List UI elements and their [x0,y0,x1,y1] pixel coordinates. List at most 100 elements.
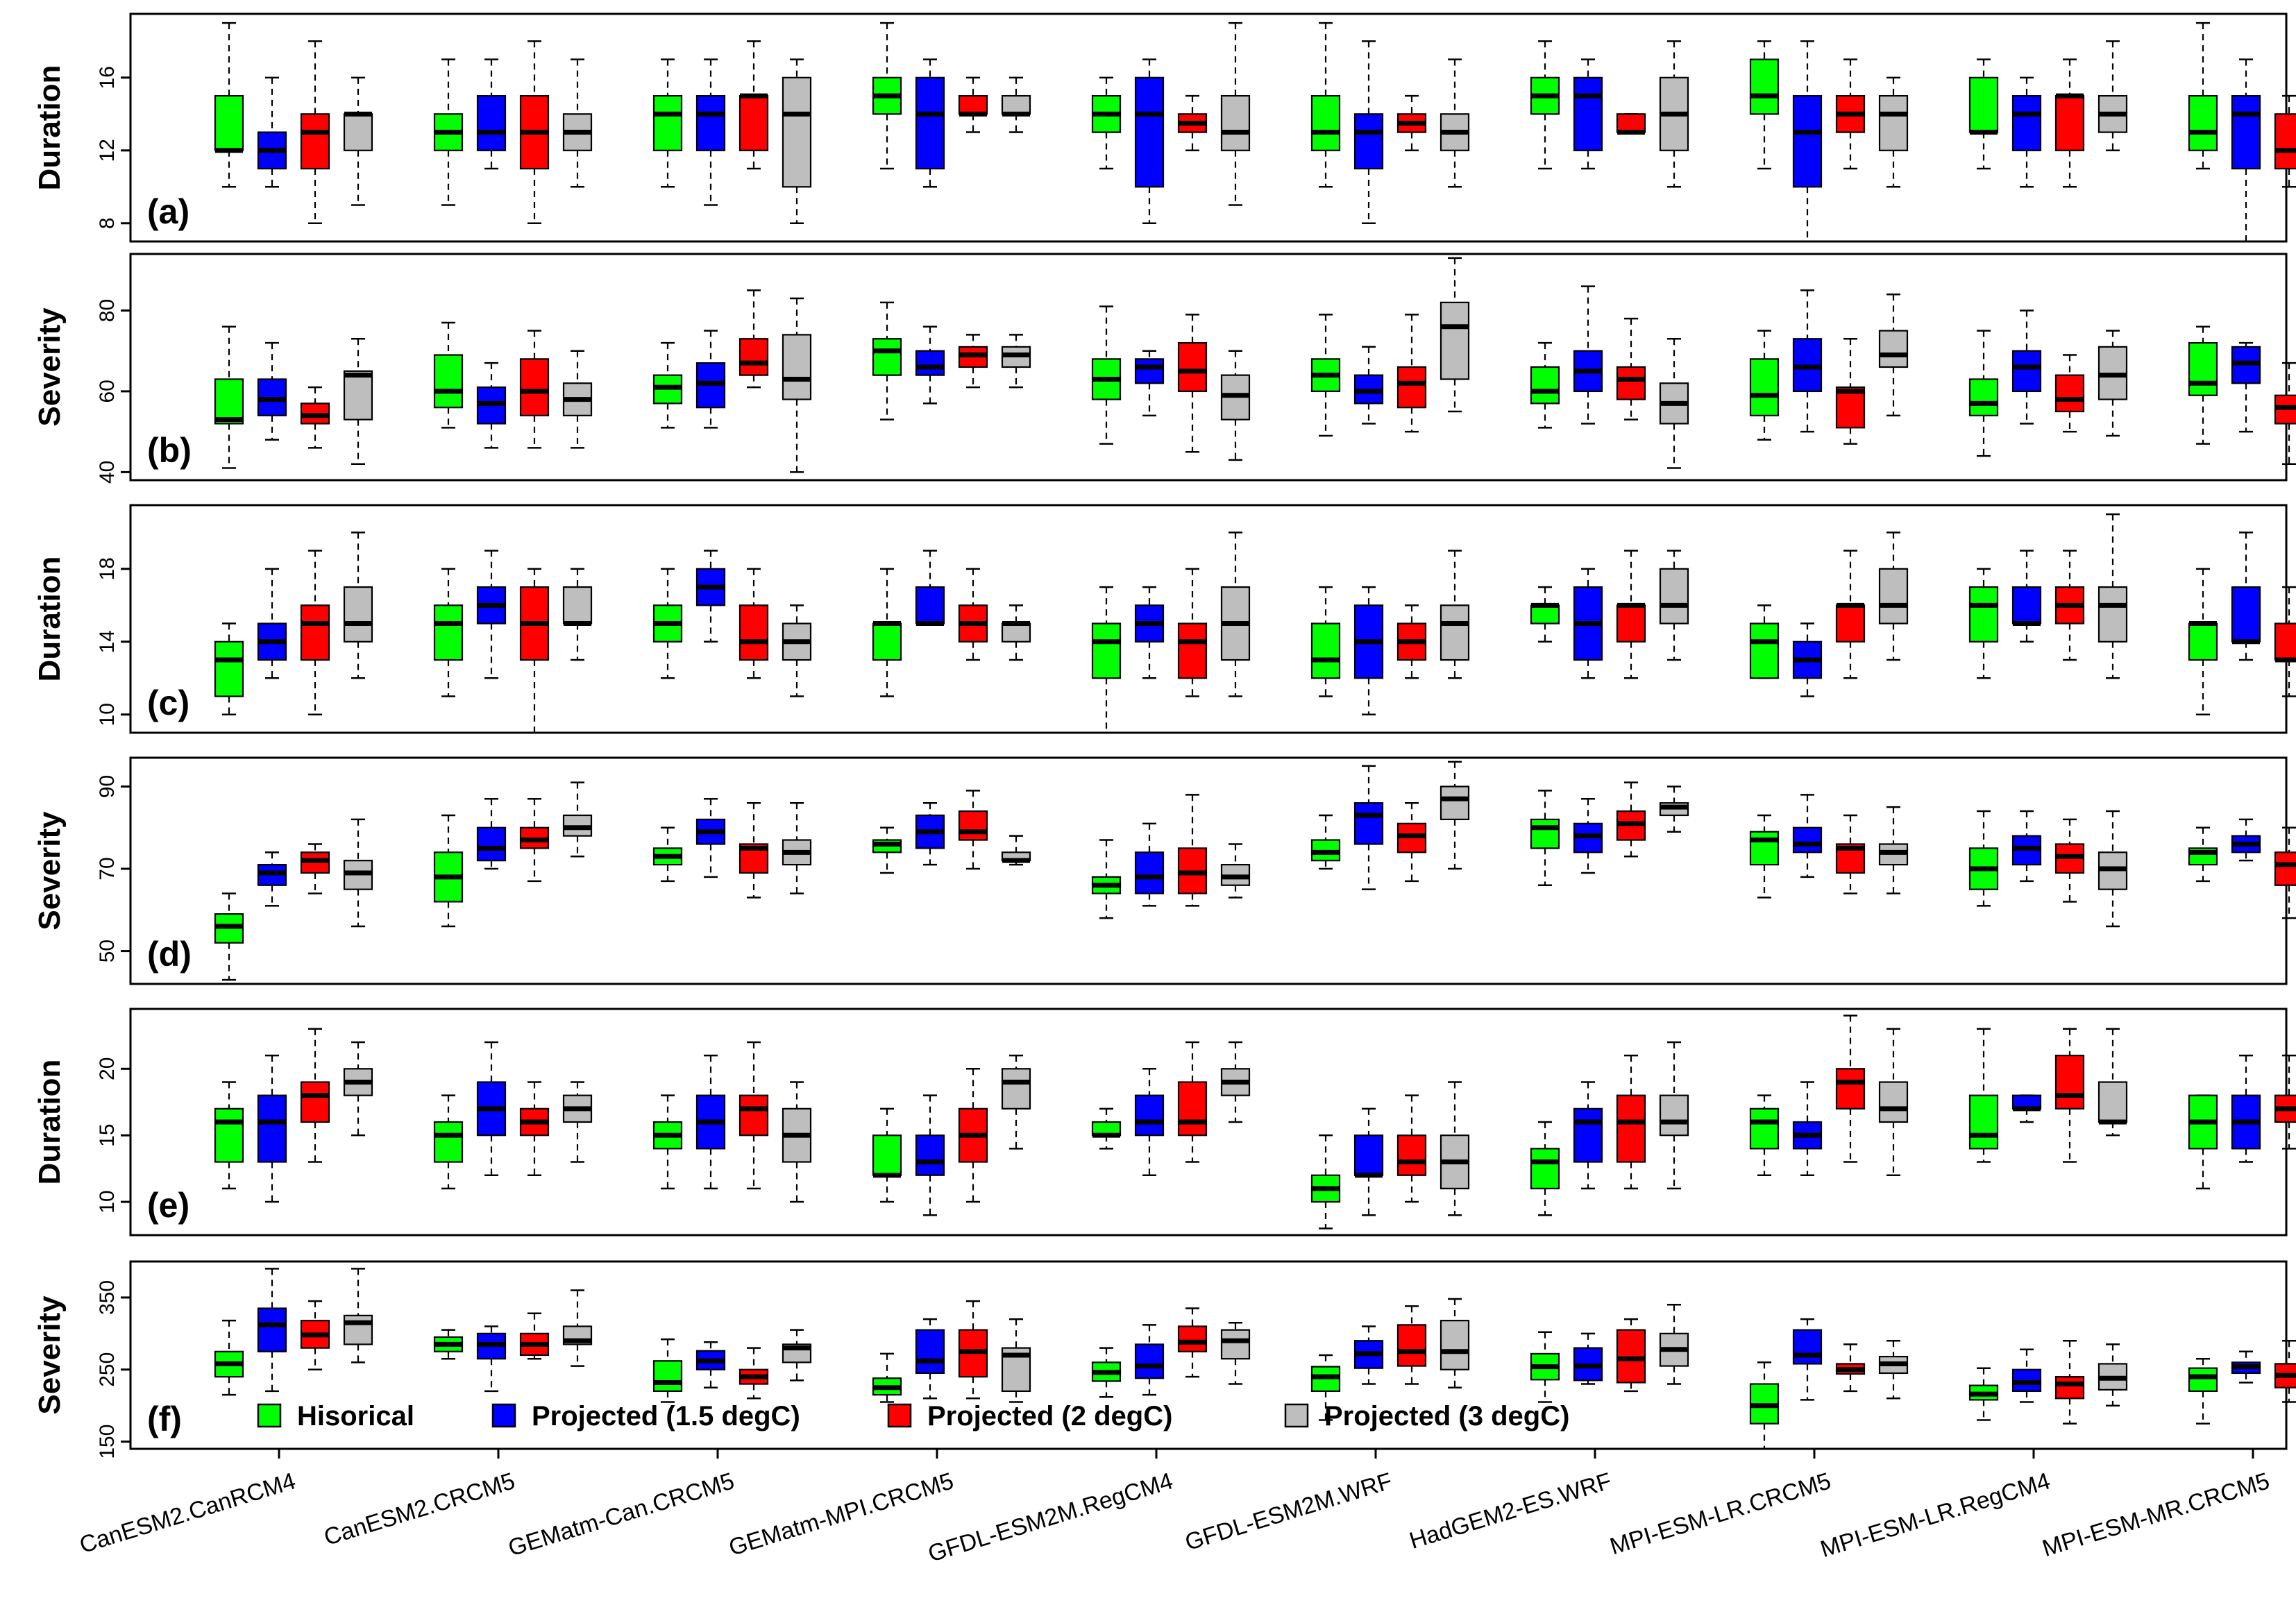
iqr-box [1134,851,1165,894]
box-0-3 [872,301,902,420]
box-3-0 [343,1041,373,1137]
iqr-box [1134,358,1165,384]
box-3-6 [1659,338,1689,469]
x-tick-label: CanESM2.CanRCM4 [76,1468,298,1558]
iqr-box [1573,1107,1603,1163]
box-3-6 [1659,40,1689,188]
y-tick-label: 15 [96,1123,119,1146]
box-2-4 [1177,1041,1208,1163]
iqr-box [2054,1376,2085,1400]
iqr-box [1968,378,1999,416]
box-0-5 [1310,586,1341,697]
box-3-8 [2097,1028,2128,1137]
iqr-box [1792,826,1823,853]
box-2-9 [2274,586,2296,697]
box-1-2 [695,550,726,643]
iqr-box [2054,1055,2085,1110]
iqr-box [2231,586,2261,643]
box-0-4 [1091,839,1122,919]
box-0-6 [1530,586,1560,643]
box-3-0 [343,338,373,465]
box-2-5 [1396,801,1427,883]
box-2-6 [1616,1054,1646,1190]
x-tick-label: GFDL-ESM2M.WRF [1182,1468,1395,1556]
iqr-box [872,338,902,376]
box-1-3 [915,58,945,188]
box-1-8 [2011,550,2042,643]
iqr-box [1001,1068,1031,1110]
box-3-8 [2097,330,2128,437]
box-2-4 [1177,568,1208,697]
box-3-3 [1001,1054,1031,1150]
box-1-0 [257,1054,287,1203]
iqr-box [1749,58,1780,115]
iqr-box [915,1329,945,1375]
box-2-5 [1396,1094,1427,1203]
box-0-2 [652,1338,683,1403]
iqr-box [2188,94,2218,151]
y-tick-label: 10 [96,1190,119,1213]
iqr-box [300,604,330,661]
iqr-box [782,334,812,400]
legend-item: Projected (1.5 degC) [491,1401,800,1431]
iqr-box [300,113,330,170]
box-3-3 [1001,835,1031,866]
box-3-1 [562,58,593,188]
box-0-4 [1091,1107,1122,1150]
box-0-3 [872,22,902,170]
iqr-box [1530,366,1560,405]
box-0-4 [1091,76,1122,170]
box-0-6 [1530,1121,1560,1216]
iqr-box [738,338,769,376]
box-1-6 [1573,1332,1603,1385]
iqr-box [1616,113,1646,133]
box-2-9 [2274,1339,2296,1403]
box-1-8 [2011,810,2042,883]
y-tick-label: 250 [96,1352,119,1387]
box-1-9 [2231,1350,2261,1384]
iqr-box [1177,622,1208,679]
box-1-2 [695,1054,726,1190]
iqr-box [652,94,683,151]
y-tick-label: 40 [96,461,119,484]
iqr-box [1177,341,1208,393]
iqr-box [1440,1320,1470,1370]
y-tick-label: 16 [96,66,119,89]
box-1-7 [1792,40,1823,243]
box-2-8 [2054,354,2085,433]
box-1-9 [2231,1054,2261,1163]
iqr-box [1749,1107,1780,1150]
box-1-3 [915,801,945,866]
iqr-box [1968,1094,1999,1150]
box-0-9 [2188,826,2218,883]
iqr-box [1310,622,1341,679]
box-0-0 [214,325,244,469]
box-2-2 [738,289,769,389]
box-1-4 [1134,1324,1165,1396]
iqr-box [1440,785,1470,821]
box-2-4 [1177,94,1208,152]
box-2-2 [738,1347,769,1400]
box-3-2 [782,1081,812,1203]
iqr-box [1573,76,1603,151]
box-1-4 [1134,58,1165,225]
box-1-0 [257,1268,287,1393]
box-3-0 [343,76,373,206]
iqr-box [343,113,373,151]
box-0-8 [1968,568,1999,679]
box-2-8 [2054,1028,2085,1163]
iqr-box [214,640,244,697]
box-1-4 [1134,822,1165,907]
box-2-2 [738,1041,769,1190]
iqr-box [1177,1081,1208,1137]
y-tick-label: 20 [96,1057,119,1080]
box-0-6 [1530,790,1560,886]
box-1-0 [257,568,287,679]
iqr-box [343,1314,373,1345]
box-0-8 [1968,1367,1999,1421]
box-1-1 [476,1325,507,1393]
iqr-box [1220,94,1251,151]
box-0-5 [1310,22,1341,188]
box-3-7 [1878,1339,1909,1400]
iqr-box [2011,350,2042,393]
